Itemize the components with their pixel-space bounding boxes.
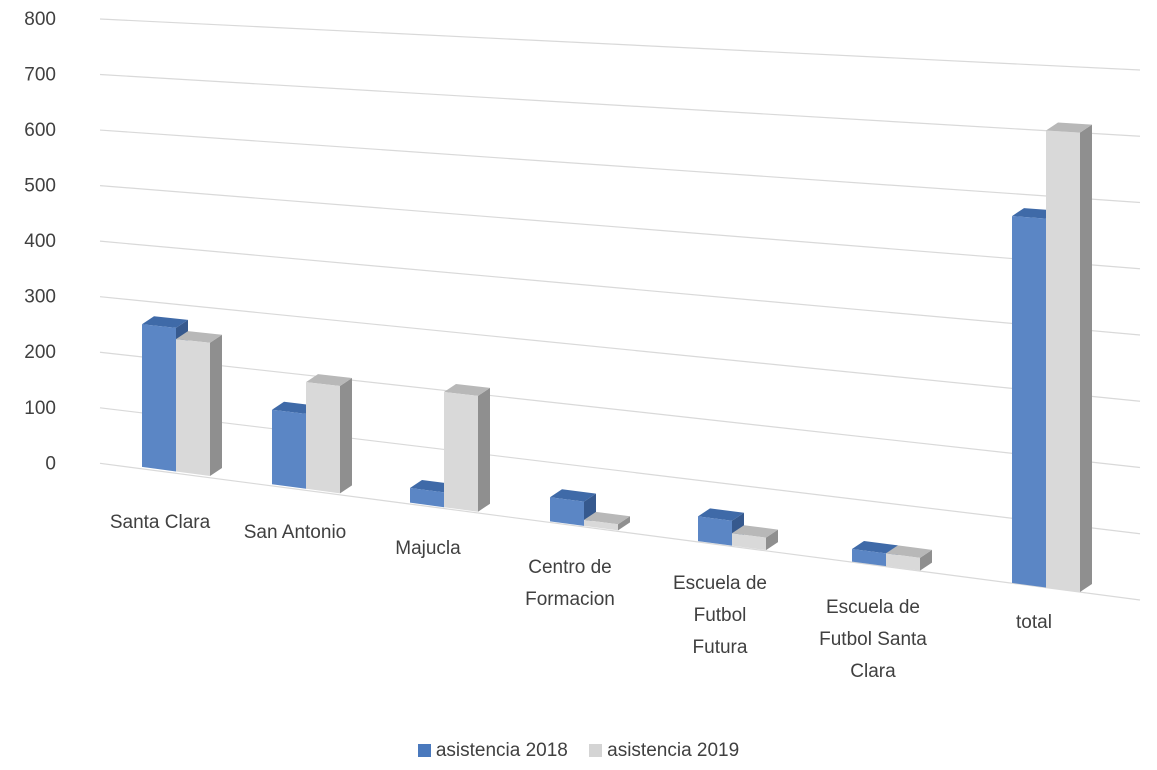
gridline [99,296,1141,402]
x-tick-label-line: Futbol Santa [819,629,927,650]
gridline [99,407,1141,535]
bar-top [584,511,630,525]
bar-2019 [584,511,630,531]
x-tick-label: Centro de Formacion [525,557,615,610]
x-tick-label-line: Santa Clara [110,512,211,533]
bar-2019 [732,525,778,551]
bar-top [852,540,898,554]
x-tick-label: Escuela de Futbol Santa Clara [819,597,927,682]
bar-side [766,529,778,551]
bar-side [618,516,630,531]
x-tick-label-line: Clara [850,661,896,682]
x-axis-labels: Santa Clara San Antonio Majucla Centro de Fo… [110,512,1052,682]
y-axis-ticks: 0 100 200 300 400 500 600 700 800 [24,9,56,474]
bar-top [176,331,222,343]
legend-item-2018: asistencia 2018 [417,740,568,762]
gridline [99,351,1141,469]
bar-2019 [306,374,352,494]
x-tick-label-line: Escuela de [826,597,920,618]
bar-top [732,525,778,538]
bar-front [272,409,306,489]
x-tick-label-line: Majucla [395,538,461,559]
legend-swatch-2018 [417,744,431,757]
legend-label-2018: asistencia 2018 [435,740,568,761]
legend-item-2019: asistencia 2019 [589,740,739,762]
gridline [99,185,1141,270]
bar-side [1080,124,1092,592]
x-tick-label: Escuela de Futbol Futura [673,573,767,658]
x-tick-label-line: Escuela de [673,573,767,594]
bar-2019 [886,545,932,571]
bar-side [340,378,352,494]
x-tick-label: San Antonio [244,522,346,543]
bar-top [142,316,188,328]
x-tick-label-line: total [1016,612,1052,633]
y-tick-label: 500 [24,176,56,197]
y-tick-label: 800 [24,9,56,30]
y-tick-label: 300 [24,287,56,308]
bar-side [920,549,932,571]
bar-2019 [1046,122,1092,593]
y-tick-label: 600 [24,120,56,141]
x-tick-label-line: Formacion [525,589,615,610]
legend-label-2019: asistencia 2019 [607,740,740,761]
bars [142,122,1092,593]
bar-front [176,339,210,476]
bar-front [698,516,732,546]
bar-front [550,497,584,526]
bar-front [886,553,920,571]
legend-swatch-2019 [589,744,603,757]
bar-front [444,391,478,512]
bar-top [444,383,490,396]
y-tick-label: 0 [45,453,56,474]
bar-front [584,519,618,531]
legend: asistencia 2018 asistencia 2019 [0,740,1157,762]
bar-top [1046,122,1092,133]
bar-front [410,487,444,508]
x-tick-label-line: Centro de [528,557,611,578]
x-tick-label: Majucla [395,538,461,559]
gridline [99,18,1141,71]
bar-top [886,545,932,558]
bar-front [142,324,176,472]
x-tick-label: Santa Clara [110,512,211,533]
bar-side [210,334,222,476]
bar-2019 [444,383,490,512]
gridline [99,73,1141,137]
y-tick-label: 400 [24,231,56,252]
gridline [99,129,1141,204]
x-tick-label-line: Futura [693,637,748,658]
x-tick-label-line: San Antonio [244,522,346,543]
bar-2018 [550,489,596,526]
bar-2019 [176,331,222,476]
y-tick-label: 700 [24,65,56,86]
x-tick-label-line: Futbol [694,605,747,626]
bar-front [306,382,340,494]
bar-top [306,374,352,387]
bar-top [550,489,596,502]
y-tick-label: 200 [24,342,56,363]
bar-side [478,387,490,512]
bar-front [1012,216,1046,588]
bar-top [698,508,744,521]
gridline [99,462,1141,601]
bar-front [852,548,886,567]
gridline [99,240,1141,336]
gridlines [99,18,1141,601]
bar-front [732,533,766,551]
x-tick-label: total [1016,612,1052,633]
y-tick-label: 100 [24,398,56,419]
bar-front [1046,130,1080,593]
